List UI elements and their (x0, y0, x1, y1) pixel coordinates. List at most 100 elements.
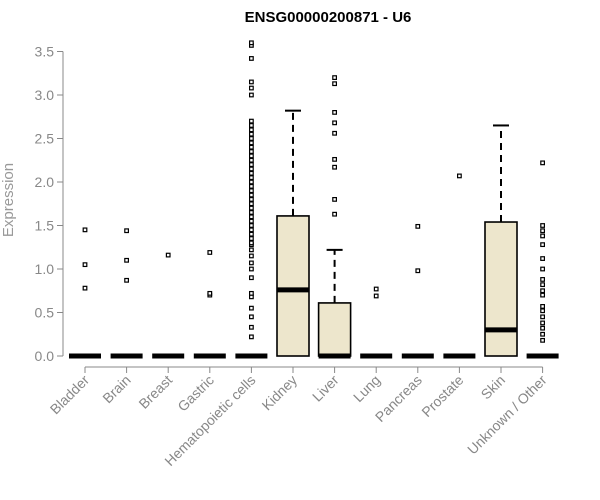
outlier-point (249, 314, 254, 320)
box-group (235, 40, 268, 359)
y-tick-label: 0.0 (35, 348, 55, 364)
outlier-point (249, 79, 254, 85)
box-group (443, 173, 476, 359)
outlier-point (249, 247, 254, 253)
outlier-point (540, 256, 545, 261)
outlier-point (540, 308, 545, 314)
outlier-point (249, 223, 254, 228)
y-tick-label: 0.5 (35, 305, 55, 321)
x-tick-label: Bladder (47, 372, 93, 418)
y-tick-label: 3.5 (35, 44, 55, 60)
outlier-point (249, 170, 254, 176)
outlier-point (415, 223, 421, 229)
outlier-point (249, 201, 254, 207)
outlier-point (249, 56, 254, 61)
outlier-point (540, 242, 545, 248)
outlier-point (249, 231, 254, 237)
outlier-point (249, 166, 254, 172)
outlier-point (540, 325, 545, 331)
y-tick-label: 2.0 (35, 174, 55, 190)
box-group (110, 228, 143, 359)
outlier-point (540, 266, 545, 272)
box-group (276, 109, 310, 357)
outlier-point (249, 305, 254, 311)
outlier-point (249, 131, 254, 137)
outlier-point (332, 81, 337, 87)
outlier-point (540, 282, 545, 288)
outlier-point (249, 324, 254, 330)
box-group (317, 75, 352, 359)
outlier-point (249, 214, 254, 220)
y-axis: 0.0 0.5 1.0 1.5 2.0 2.5 3.0 3.5 (35, 44, 64, 364)
outlier-point (332, 164, 337, 170)
box-group (193, 250, 226, 359)
outlier-point (249, 85, 254, 91)
outlier-point (82, 262, 88, 268)
outlier-point (415, 268, 421, 274)
box-group (152, 252, 185, 359)
outlier-point (249, 127, 254, 133)
x-tick-label: Skin (478, 372, 509, 403)
y-axis-label: Expression (0, 163, 17, 237)
chart-title: ENSG00000200871 - U6 (245, 9, 412, 26)
outlier-point (165, 252, 171, 258)
box (276, 215, 310, 357)
y-tick-label: 3.0 (35, 87, 55, 103)
box (484, 221, 518, 357)
outlier-point (124, 257, 130, 263)
outlier-point (249, 197, 254, 202)
outlier-point (540, 337, 545, 343)
outlier-point (249, 149, 254, 154)
outlier-point (540, 288, 545, 294)
x-tick-label: Lung (350, 372, 383, 405)
outlier-point (540, 223, 545, 228)
box-group (69, 227, 101, 359)
outlier-point (540, 320, 545, 326)
x-tick-label: Unknown / Other (464, 372, 550, 458)
outlier-point (332, 120, 337, 126)
outlier-point (540, 314, 545, 320)
outlier-point (332, 130, 337, 136)
outlier-point (249, 183, 254, 189)
outlier-point (457, 173, 462, 179)
outlier-point (249, 144, 254, 150)
outlier-point (249, 92, 254, 98)
outlier-point (249, 205, 254, 211)
outlier-point (332, 75, 337, 81)
outlier-point (540, 233, 545, 239)
outlier-point (249, 266, 254, 272)
box-group (484, 124, 518, 357)
outlier-point (249, 227, 254, 233)
outlier-point (249, 290, 254, 296)
outlier-point (207, 250, 213, 255)
outlier-point (540, 292, 545, 298)
outlier-point (249, 123, 254, 128)
outlier-point (249, 140, 254, 146)
outlier-point (332, 197, 337, 202)
outlier-point (540, 331, 545, 337)
outlier-point (249, 162, 254, 168)
y-tick-label: 2.5 (35, 131, 55, 147)
box-group (401, 223, 434, 359)
y-tick-label: 1.0 (35, 261, 55, 277)
outlier-point (249, 260, 254, 266)
outlier-point (82, 227, 88, 233)
outlier-point (540, 277, 545, 282)
outlier-point (249, 210, 254, 215)
outlier-point (540, 228, 545, 234)
outlier-point (249, 136, 254, 141)
outlier-point (207, 290, 213, 296)
x-tick-label: Prostate (418, 372, 466, 420)
x-tick-label: Brain (99, 372, 133, 406)
box (317, 302, 352, 357)
outlier-point (249, 153, 254, 159)
outlier-point (249, 218, 254, 224)
outlier-point (124, 277, 130, 283)
outlier-point (249, 334, 254, 340)
outlier-point (249, 40, 254, 46)
outlier-point (124, 228, 130, 234)
outlier-point (249, 188, 254, 194)
outlier-point (540, 304, 545, 309)
outlier-point (249, 253, 254, 259)
